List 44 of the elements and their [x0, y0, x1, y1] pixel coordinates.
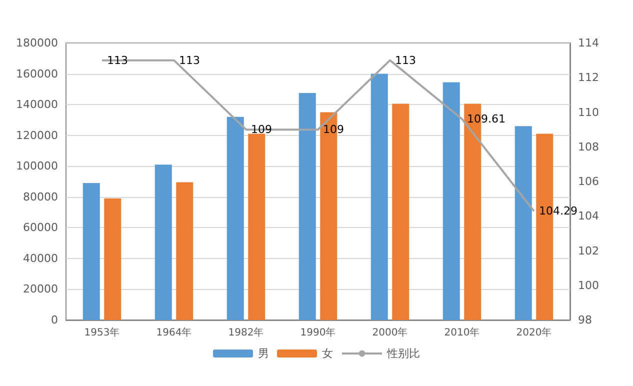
x-tick-label: 2010年	[444, 326, 480, 338]
y2-tick-label: 110	[578, 106, 599, 119]
y2-tick-label: 100	[578, 278, 599, 292]
y-tick-label: 40000	[23, 252, 58, 265]
data-label: 113	[107, 54, 128, 67]
data-label: 113	[179, 54, 200, 67]
x-tick-label: 2000年	[372, 326, 408, 338]
y-tick-label: 120000	[16, 128, 58, 142]
bar	[392, 104, 410, 320]
y2-tick-label: 102	[578, 244, 599, 258]
bar	[104, 198, 122, 320]
y2-tick-label: 114	[578, 36, 599, 50]
bar	[248, 134, 266, 320]
bar	[370, 74, 388, 320]
y-tick-label: 160000	[16, 67, 58, 80]
y2-tick-label: 98	[578, 314, 592, 326]
x-tick-label: 1964年	[156, 326, 192, 338]
legend-label: 女	[322, 347, 333, 360]
bar	[154, 164, 172, 320]
y-tick-label: 180000	[16, 36, 58, 50]
bar	[176, 182, 194, 320]
y2-tick-label: 104	[578, 210, 599, 223]
x-tick-label: 1982年	[228, 326, 264, 338]
y2-tick-label: 112	[578, 71, 599, 84]
x-tick-label: 1990年	[300, 326, 336, 338]
data-label: 113	[395, 54, 416, 67]
bar	[82, 183, 100, 320]
x-tick-label: 1953年	[84, 326, 120, 338]
legend-label: 男	[258, 347, 269, 360]
legend-label: 性别比	[386, 347, 420, 360]
y-tick-label: 20000	[23, 282, 58, 296]
y-tick-label: 0	[51, 314, 58, 326]
data-label: 109	[251, 123, 272, 136]
bar	[514, 126, 532, 320]
bar	[226, 116, 244, 320]
y2-tick-label: 106	[578, 175, 599, 188]
y-tick-label: 60000	[23, 221, 58, 234]
x-tick-label: 2020年	[516, 326, 552, 338]
y2-tick-label: 108	[578, 140, 599, 154]
bar	[442, 82, 460, 320]
y-tick-label: 100000	[16, 160, 58, 173]
y-tick-label: 140000	[16, 98, 58, 112]
y-tick-label: 80000	[23, 190, 58, 204]
bar	[298, 93, 316, 320]
